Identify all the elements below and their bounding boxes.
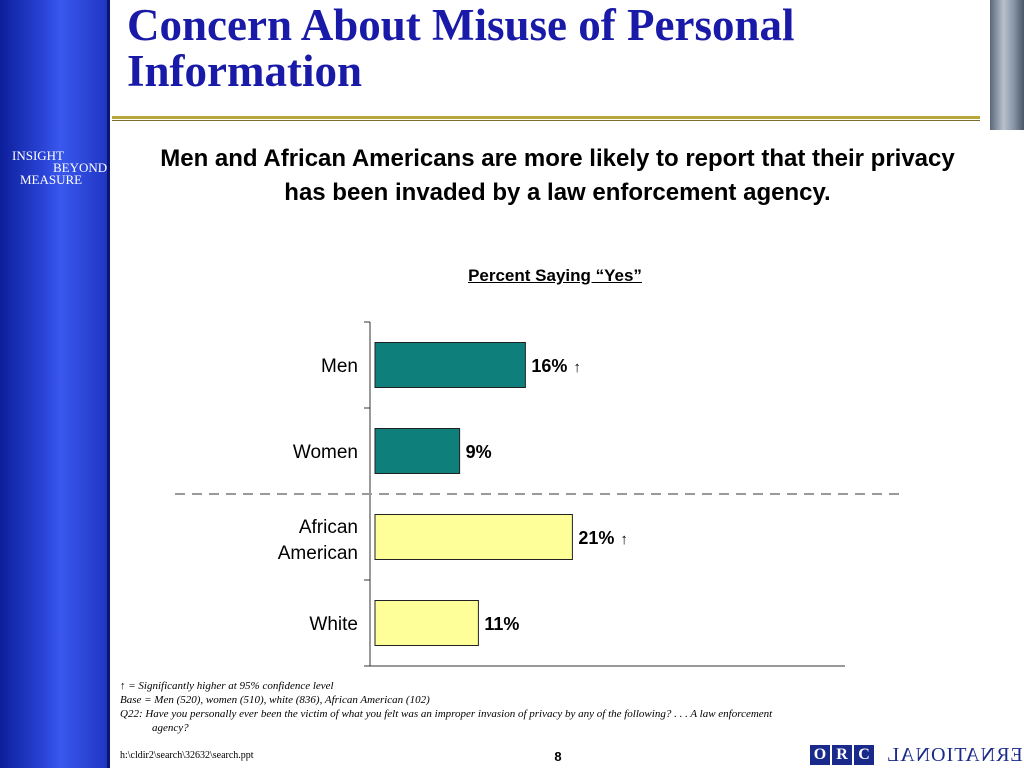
logo-line-insight: INSIGHT bbox=[12, 148, 64, 163]
bar-chart: Men 16% ↑ Women 9% African American 21% ↑ White 11… bbox=[175, 321, 900, 667]
slide-title: Concern About Misuse of Personal Informa… bbox=[127, 0, 795, 96]
title-rule bbox=[112, 116, 980, 119]
logo-line-beyond: BEYOND bbox=[53, 160, 108, 175]
footnote-question: Q22: Have you personally ever been the v… bbox=[120, 708, 773, 720]
value-label: 11% bbox=[484, 614, 519, 634]
brand-word: INTERNATIONAL bbox=[886, 743, 1024, 766]
slide-subtitle: Men and African Americans are more likel… bbox=[160, 145, 955, 206]
insight-beyond-measure-logo: INSIGHT BEYOND MEASURE bbox=[8, 148, 108, 187]
significance-text: = Significantly higher at 95% confidence… bbox=[125, 680, 334, 692]
chart-title: Percent Saying “Yes” bbox=[468, 266, 642, 285]
page-number: 8 bbox=[554, 749, 562, 764]
footnotes: ↑ = Significantly higher at 95% confiden… bbox=[120, 679, 990, 735]
brand-box-c: C bbox=[854, 745, 874, 765]
footnote-base: Base = Men (520), women (510), white (83… bbox=[120, 694, 430, 706]
category-label: Women bbox=[293, 442, 358, 463]
sidebar-band: INSIGHT BEYOND MEASURE bbox=[0, 0, 110, 768]
category-label: White bbox=[309, 614, 358, 635]
bar-men bbox=[374, 342, 526, 388]
footnote-significance: ↑ = Significantly higher at 95% confiden… bbox=[120, 679, 990, 693]
value-label: 21% ↑ bbox=[578, 528, 628, 548]
bar-women bbox=[374, 428, 461, 474]
brand-box-r: R bbox=[832, 745, 852, 765]
decorative-right-bar bbox=[990, 0, 1024, 130]
logo-line-measure: MEASURE bbox=[20, 172, 83, 187]
title-rule-shadow bbox=[112, 120, 980, 121]
bar-white bbox=[374, 600, 479, 646]
category-label: African American bbox=[278, 517, 358, 564]
orc-international-logo: O R C INTERNATIONAL bbox=[810, 744, 1024, 766]
significance-arrow-icon: ↑ bbox=[573, 359, 581, 376]
value-label: 9% bbox=[466, 442, 492, 462]
significance-arrow-icon: ↑ bbox=[620, 531, 628, 548]
value-label: 16% ↑ bbox=[531, 356, 581, 376]
brand-box-o: O bbox=[810, 745, 830, 765]
bar-african-american bbox=[374, 514, 573, 560]
sidebar-edge bbox=[107, 0, 110, 768]
significance-arrow-icon: ↑ bbox=[120, 680, 126, 692]
category-label: Men bbox=[321, 356, 358, 377]
file-path: h:\cldir2\search\32632\search.ppt bbox=[120, 750, 254, 761]
footnote-question-continued: agency? bbox=[152, 722, 189, 734]
